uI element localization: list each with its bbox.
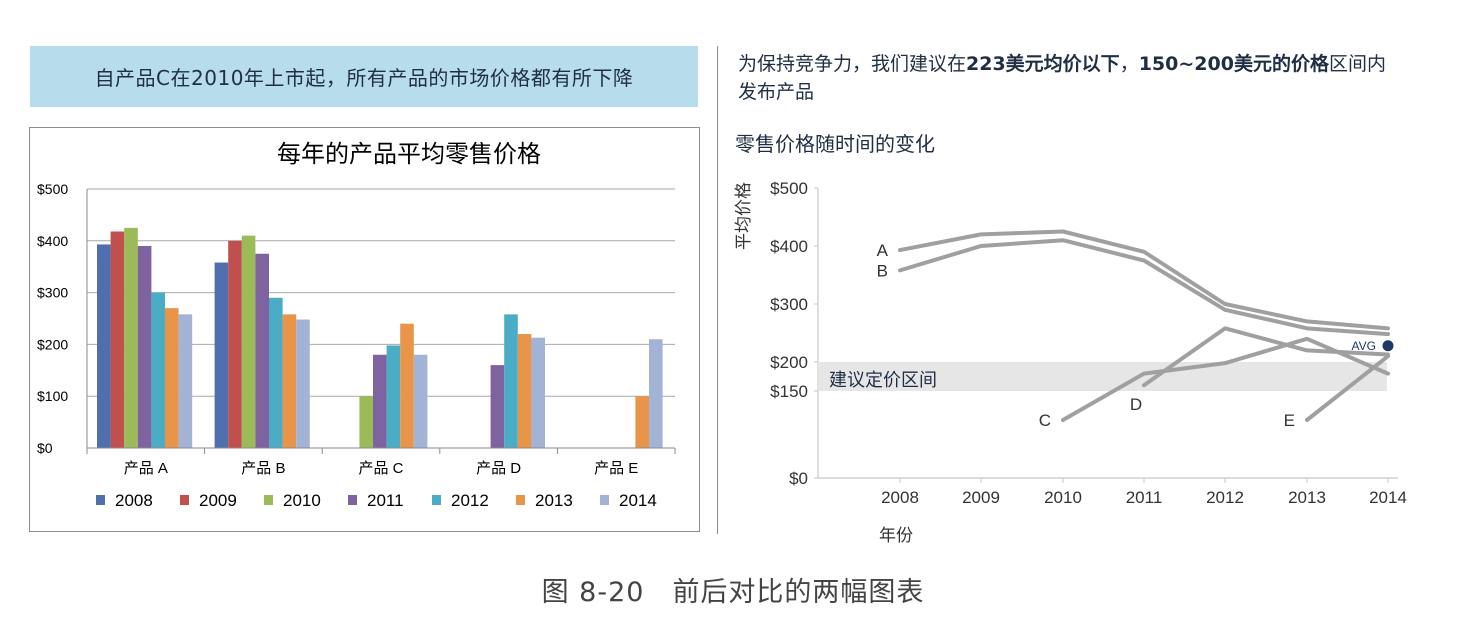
line-y-axis-title: 平均价格 bbox=[734, 182, 753, 250]
legend-swatch bbox=[96, 495, 105, 505]
series-label: B bbox=[877, 261, 888, 280]
bar-y-tick-label: $200 bbox=[37, 336, 68, 352]
series-line bbox=[898, 229, 1390, 331]
left-banner: 自产品C在2010年上市起，所有产品的市场价格都有所下降 bbox=[30, 46, 698, 107]
panel-divider bbox=[717, 46, 718, 534]
recommendation-text: 为保持竞争力，我们建议在223美元均价以下，150~200美元的价格区间内发布产… bbox=[738, 50, 1398, 106]
line-x-tick-label: 2012 bbox=[1206, 488, 1244, 507]
price-band-label: 建议定价区间 bbox=[829, 370, 937, 390]
legend-swatch bbox=[264, 495, 273, 505]
bar bbox=[110, 231, 125, 448]
line-x-tick-label: 2010 bbox=[1044, 488, 1082, 507]
bar-category-label: 产品 D bbox=[476, 460, 521, 477]
legend-swatch bbox=[600, 495, 609, 505]
bar bbox=[241, 235, 256, 448]
line-y-tick-label: $400 bbox=[770, 237, 808, 256]
bar bbox=[649, 339, 663, 448]
line-x-axis-title: 年份 bbox=[879, 526, 913, 545]
line-y-tick-label: $300 bbox=[770, 295, 808, 314]
bar-chart-title: 每年的产品平均零售价格 bbox=[277, 141, 541, 168]
bar-chart-frame: 每年的产品平均零售价格 $0 $100 $200 $300 $400 $500 产品 A 产品 … bbox=[29, 127, 700, 532]
legend-label: 2010 bbox=[283, 491, 321, 510]
legend-label: 2014 bbox=[619, 491, 657, 510]
bar bbox=[282, 314, 297, 448]
line-y-tick-label: $200 bbox=[770, 353, 808, 372]
line-x-tick-label: 2014 bbox=[1369, 488, 1407, 507]
figure-number: 图 8-20 bbox=[541, 577, 645, 608]
bar-y-tick-label: $400 bbox=[37, 233, 68, 249]
bar-y-tick-label: $0 bbox=[37, 440, 53, 456]
legend-label: 2013 bbox=[535, 491, 573, 510]
bar bbox=[255, 253, 269, 448]
bar-category-label: 产品 C bbox=[358, 460, 403, 477]
bar bbox=[151, 292, 165, 448]
bar bbox=[386, 345, 401, 448]
series-line bbox=[898, 238, 1390, 337]
series-line bbox=[1305, 354, 1390, 422]
line-chart-title: 零售价格随时间的变化 bbox=[735, 132, 935, 156]
line-x-tick-label: 2008 bbox=[881, 488, 919, 507]
bar bbox=[165, 308, 179, 448]
bar-y-tick-label: $500 bbox=[37, 181, 68, 197]
bar bbox=[214, 262, 229, 448]
line-chart: 建议定价区间 $0 $150 $200 $300 $400 $500 平均价格 2008 2009… bbox=[734, 179, 1407, 545]
figure-caption-text: 前后对比的两幅图表 bbox=[672, 577, 925, 608]
rec-part1: 为保持竞争力，我们建议在 bbox=[738, 53, 967, 75]
rec-bold1: 223美元均价以下 bbox=[966, 53, 1120, 75]
line-y-tick-label: $0 bbox=[789, 469, 808, 488]
bar bbox=[400, 323, 414, 448]
avg-label: AVG bbox=[1352, 339, 1376, 353]
bar bbox=[269, 297, 283, 448]
bar-category-label: 产品 B bbox=[241, 460, 285, 477]
bar bbox=[635, 396, 649, 448]
avg-marker bbox=[1382, 340, 1394, 352]
bar bbox=[504, 314, 518, 448]
bar bbox=[413, 354, 428, 448]
legend-label: 2012 bbox=[451, 491, 489, 510]
line-x-tick-label: 2009 bbox=[962, 488, 1000, 507]
legend-label: 2008 bbox=[115, 491, 153, 510]
bar bbox=[373, 354, 387, 448]
bar bbox=[228, 240, 242, 448]
series-label: C bbox=[1039, 411, 1051, 430]
bar bbox=[531, 337, 545, 448]
bar bbox=[296, 319, 310, 448]
series-label: E bbox=[1284, 411, 1295, 430]
bar bbox=[124, 227, 138, 448]
rec-part2: ， bbox=[1119, 53, 1139, 75]
line-y-tick-label: $500 bbox=[770, 179, 808, 198]
line-y-tick-label: $150 bbox=[770, 382, 808, 401]
bar bbox=[359, 396, 373, 448]
rec-part3: 区间内发布产品 bbox=[738, 53, 1386, 103]
line-x-tick-label: 2011 bbox=[1126, 488, 1163, 507]
bar-category-label: 产品 E bbox=[594, 460, 638, 477]
bar bbox=[97, 244, 111, 448]
legend-swatch bbox=[432, 495, 441, 505]
legend-label: 2009 bbox=[199, 491, 237, 510]
bar bbox=[178, 314, 193, 448]
bar bbox=[490, 365, 505, 448]
price-band bbox=[818, 362, 1387, 391]
series-label: D bbox=[1130, 395, 1142, 414]
bar-y-tick-label: $100 bbox=[37, 388, 68, 404]
bar-category-label: 产品 A bbox=[124, 460, 168, 477]
series-label: A bbox=[877, 241, 889, 260]
bar-y-tick-label: $300 bbox=[37, 285, 68, 301]
bar bbox=[517, 334, 532, 448]
rec-bold2: 150~200美元的价格 bbox=[1138, 53, 1329, 75]
legend-swatch bbox=[348, 495, 357, 505]
legend-swatch bbox=[516, 495, 525, 505]
bar bbox=[137, 245, 152, 448]
legend-swatch bbox=[180, 495, 189, 505]
bar-chart: 每年的产品平均零售价格 $0 $100 $200 $300 $400 $500 产品 A 产品 … bbox=[37, 141, 676, 510]
series-line bbox=[1142, 326, 1390, 388]
legend-label: 2011 bbox=[367, 491, 404, 510]
figure-caption: 图 8-20 前后对比的两幅图表 bbox=[0, 570, 1466, 609]
line-x-tick-label: 2013 bbox=[1288, 488, 1326, 507]
